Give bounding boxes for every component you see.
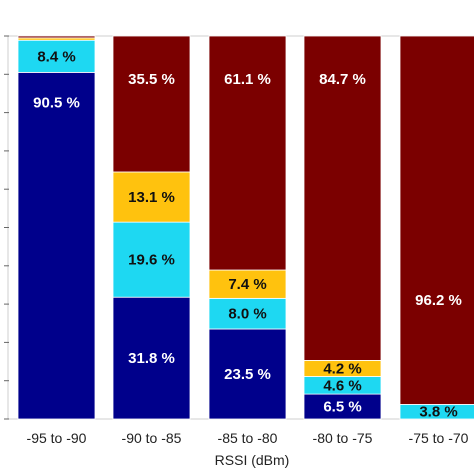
data-label: 6.5 % — [323, 399, 361, 416]
data-label: 61.1 % — [224, 71, 271, 88]
data-label: 19.6 % — [128, 252, 175, 269]
data-label: 96.2 % — [415, 292, 462, 309]
data-label: 13.1 % — [128, 189, 175, 206]
x-axis-tick-labels: -95 to -90 -90 to -85 -85 to -80 -80 to -75… — [27, 430, 469, 446]
y-axis-ticks — [4, 35, 9, 420]
x-axis-title: RSSI (dBm) — [215, 452, 290, 468]
bar-segment — [17, 39, 96, 73]
bar-segment — [17, 71, 96, 420]
bar-segment — [17, 35, 96, 39]
data-label: 23.5 % — [224, 366, 271, 383]
data-label: 3.8 % — [419, 404, 457, 421]
bar-segment — [112, 35, 191, 173]
data-label: 35.5 % — [128, 71, 175, 88]
bar-stack: 23.5 % 8.0 % 7.4 % 61.1 % — [208, 35, 287, 420]
bar-segment — [303, 35, 382, 361]
x-tick-label: -90 to -85 — [122, 430, 182, 446]
data-label: 8.0 % — [228, 306, 266, 323]
data-label: 7.4 % — [228, 276, 266, 293]
bar-segment — [303, 393, 382, 420]
bar-segment — [208, 297, 287, 330]
x-tick-label: -80 to -75 — [313, 430, 373, 446]
x-tick-label: -95 to -90 — [27, 430, 87, 446]
bar-stack: 90.5 % 8.4 % — [17, 35, 96, 420]
data-label: 84.7 % — [319, 71, 366, 88]
x-tick-label: -75 to -70 — [409, 430, 469, 446]
bars-group: 90.5 % 8.4 % 31.8 % 19.6 % 13.1 % 35.5 % 23.5 … — [17, 35, 474, 421]
data-label: 90.5 % — [33, 94, 80, 111]
bar-segment — [112, 296, 191, 420]
bar-segment — [208, 35, 287, 271]
data-label: 4.2 % — [323, 360, 361, 377]
bar-stack: 3.8 % 96.2 % — [399, 35, 474, 421]
data-label: 8.4 % — [37, 48, 75, 65]
data-label: 4.6 % — [323, 377, 361, 394]
bar-stack: 31.8 % 19.6 % 13.1 % 35.5 % — [112, 35, 191, 420]
bar-segment — [208, 269, 287, 299]
x-tick-label: -85 to -80 — [218, 430, 278, 446]
bar-stack: 6.5 % 4.6 %4.2 % 84.7 % — [303, 35, 382, 420]
data-label: 31.8 % — [128, 350, 175, 367]
bar-segment — [399, 35, 474, 405]
bar-segment — [112, 221, 191, 298]
